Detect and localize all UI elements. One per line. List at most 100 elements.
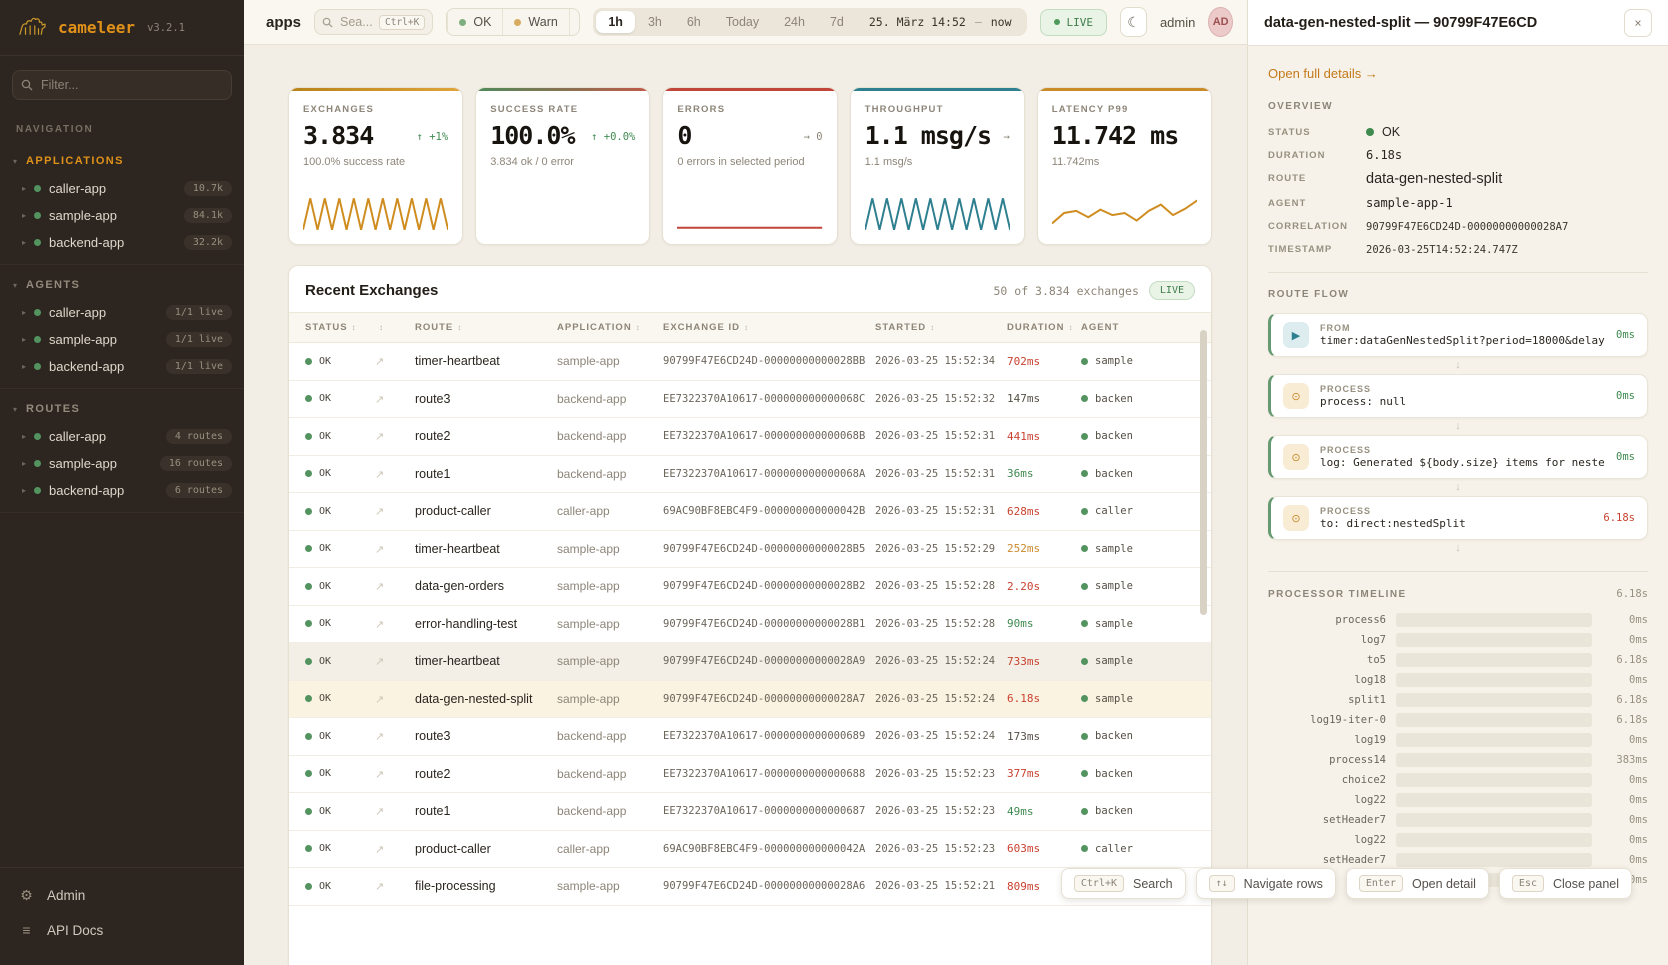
arrow-down-icon: ↓ — [1455, 359, 1461, 371]
table-row[interactable]: OK ↗ route2 backend-app EE7322370A10617-… — [289, 418, 1211, 456]
time-range-button[interactable]: 6h — [686, 15, 701, 29]
table-row[interactable]: OK ↗ route1 backend-app EE7322370A10617-… — [289, 456, 1211, 493]
status-dot — [34, 336, 42, 343]
application-cell: sample-app — [557, 654, 620, 669]
nav-section-header[interactable]: ▾ ROUTES — [0, 395, 244, 423]
sidebar-item-label: backend-app — [49, 359, 125, 374]
status-dot — [34, 363, 42, 370]
table-row[interactable]: OK ↗ route3 backend-app EE7322370A10617-… — [289, 381, 1211, 418]
nav-section-header[interactable]: ▾ AGENTS — [0, 271, 244, 299]
sidebar-item[interactable]: ▸ sample-app 1/1 live — [0, 326, 244, 353]
duration-cell: 173ms — [1007, 729, 1041, 743]
table-row[interactable]: OK ↗ timer-heartbeat sample-app 90799F47… — [289, 343, 1211, 381]
status-dot — [34, 487, 42, 494]
column-header-trend[interactable]: ↕ — [375, 323, 415, 332]
metric-trend: ↑ +1% — [416, 131, 449, 143]
exchange-id-cell: 90799F47E6CD24D-00000000000028B5 — [663, 542, 866, 555]
column-header-status[interactable]: STATUS ↕ — [305, 322, 357, 333]
table-row[interactable]: OK ↗ product-caller caller-app 69AC90BF8… — [289, 831, 1211, 868]
time-range-button[interactable]: 3h — [647, 15, 662, 29]
status-filter-chip[interactable]: E — [568, 9, 580, 35]
processor-name: to5 — [1367, 654, 1386, 666]
search-box[interactable]: Ctrl+K — [314, 9, 434, 35]
avatar[interactable]: AD — [1208, 7, 1233, 37]
sidebar-item[interactable]: ▸ caller-app 1/1 live — [0, 299, 244, 326]
sidebar-item[interactable]: ▸ sample-app 84.1k — [0, 202, 244, 229]
nav-section-header[interactable]: ▾ APPLICATIONS — [0, 147, 244, 175]
theme-toggle-button[interactable]: ☾ — [1120, 7, 1147, 37]
time-range-button[interactable]: 24h — [784, 15, 805, 29]
field-value: sample-app-1 — [1366, 196, 1453, 210]
date-from: 25. März 14:52 — [868, 15, 966, 29]
footer-item-icon: ≡ — [22, 922, 31, 938]
open-full-details-link[interactable]: Open full details → — [1268, 66, 1378, 81]
scrollbar-thumb[interactable] — [1200, 330, 1207, 615]
table-row[interactable]: OK ↗ error-handling-test sample-app 9079… — [289, 606, 1211, 643]
sidebar-item[interactable]: ▸ caller-app 10.7k — [0, 175, 244, 202]
time-range-button[interactable]: 7d — [829, 15, 844, 29]
agent-cell: sample — [1095, 655, 1133, 668]
search-input[interactable] — [338, 14, 375, 30]
status-dot — [305, 357, 312, 365]
timeline-bar-track — [1396, 733, 1592, 747]
column-header-agent[interactable]: AGENT — [1081, 322, 1120, 333]
filter-input[interactable] — [12, 70, 232, 100]
sidebar-footer-item[interactable]: ⚙ Admin — [0, 878, 244, 913]
sidebar-item[interactable]: ▸ caller-app 4 routes — [0, 423, 244, 450]
route-flow-step-wrap: ⊙ PROCESS to: direct:nestedSplit 6.18s ↓ — [1268, 496, 1648, 555]
sidebar-item[interactable]: ▸ sample-app 16 routes — [0, 450, 244, 477]
duration-cell: 441ms — [1007, 429, 1041, 443]
chevron-right-icon: ▸ — [22, 238, 27, 247]
detail-panel: data-gen-nested-split — 90799F47E6CD × O… — [1247, 0, 1668, 965]
sidebar-item[interactable]: ▸ backend-app 6 routes — [0, 477, 244, 504]
sidebar-footer-item[interactable]: ≡ API Docs — [0, 913, 244, 947]
agent-cell: backen — [1095, 430, 1133, 443]
date-range[interactable]: 25. März 14:52 — now — [857, 15, 1024, 29]
metric-value: 1.1 msg/s — [864, 121, 992, 150]
processor-name: choice2 — [1341, 774, 1386, 786]
route-flow-step[interactable]: ▶ FROM timer:dataGenNestedSplit?period=1… — [1268, 313, 1648, 357]
table-row[interactable]: OK ↗ data-gen-nested-split sample-app 90… — [289, 680, 1211, 718]
status-dot — [305, 432, 312, 440]
nav-section-items: ▸ caller-app 1/1 live ▸ sample-app 1/1 l… — [0, 299, 244, 380]
divider — [1268, 272, 1648, 273]
column-header-exchange-id[interactable]: EXCHANGE ID ↕ — [663, 322, 749, 333]
hint-label: Navigate rows — [1243, 876, 1323, 891]
table-row[interactable]: OK ↗ file-processing sample-app 90799F47… — [289, 868, 1211, 906]
route-flow-step[interactable]: ⊙ PROCESS to: direct:nestedSplit 6.18s — [1268, 496, 1648, 540]
status-filter-chip[interactable]: OK — [447, 9, 502, 35]
close-panel-button[interactable]: × — [1624, 8, 1652, 37]
started-cell: 2026-03-25 15:52:34 — [875, 355, 996, 368]
nav-section-label: ROUTES — [26, 403, 81, 415]
agent-cell: backen — [1095, 392, 1133, 405]
arrow-down-icon: ↓ — [1455, 420, 1461, 432]
sidebar-item[interactable]: ▸ backend-app 1/1 live — [0, 353, 244, 380]
metric-subtext: 0 errors in selected period — [677, 155, 805, 168]
table-row[interactable]: OK ↗ product-caller caller-app 69AC90BF8… — [289, 493, 1211, 531]
timeline-row: log22 0ms — [1268, 833, 1648, 847]
table-row[interactable]: OK ↗ route3 backend-app EE7322370A10617-… — [289, 718, 1211, 756]
time-range-button[interactable]: 1h — [596, 11, 635, 33]
column-header-duration[interactable]: DURATION ↕ — [1007, 322, 1074, 333]
status-filter-chip[interactable]: Warn — [502, 9, 568, 35]
sidebar-item[interactable]: ▸ backend-app 32.2k — [0, 229, 244, 256]
live-toggle[interactable]: LIVE — [1039, 8, 1108, 36]
timeline-bar-track — [1396, 793, 1592, 807]
started-cell: 2026-03-25 15:52:24 — [875, 730, 996, 743]
metric-cards: EXCHANGES 3.834 ↑ +1% 100.0% success rat… — [288, 87, 1212, 245]
column-header-application[interactable]: APPLICATION ↕ — [557, 322, 641, 333]
route-cell: timer-heartbeat — [415, 354, 500, 369]
column-header-started[interactable]: STARTED ↕ — [875, 322, 936, 333]
table-row[interactable]: OK ↗ route2 backend-app EE7322370A10617-… — [289, 756, 1211, 793]
route-flow-step[interactable]: ⊙ PROCESS process: null 0ms — [1268, 374, 1648, 418]
table-row[interactable]: OK ↗ timer-heartbeat sample-app 90799F47… — [289, 643, 1211, 681]
table-row[interactable]: OK ↗ data-gen-orders sample-app 90799F47… — [289, 568, 1211, 606]
sidebar-item-badge: 10.7k — [183, 181, 232, 196]
column-header-route[interactable]: ROUTE ↕ — [415, 322, 463, 333]
table-row[interactable]: OK ↗ route1 backend-app EE7322370A10617-… — [289, 793, 1211, 831]
route-flow-step[interactable]: ⊙ PROCESS log: Generated ${body.size} it… — [1268, 435, 1648, 479]
status-dot — [34, 239, 42, 246]
started-cell: 2026-03-25 15:52:24 — [875, 692, 996, 705]
time-range-button[interactable]: Today — [725, 15, 760, 29]
table-row[interactable]: OK ↗ timer-heartbeat sample-app 90799F47… — [289, 531, 1211, 568]
